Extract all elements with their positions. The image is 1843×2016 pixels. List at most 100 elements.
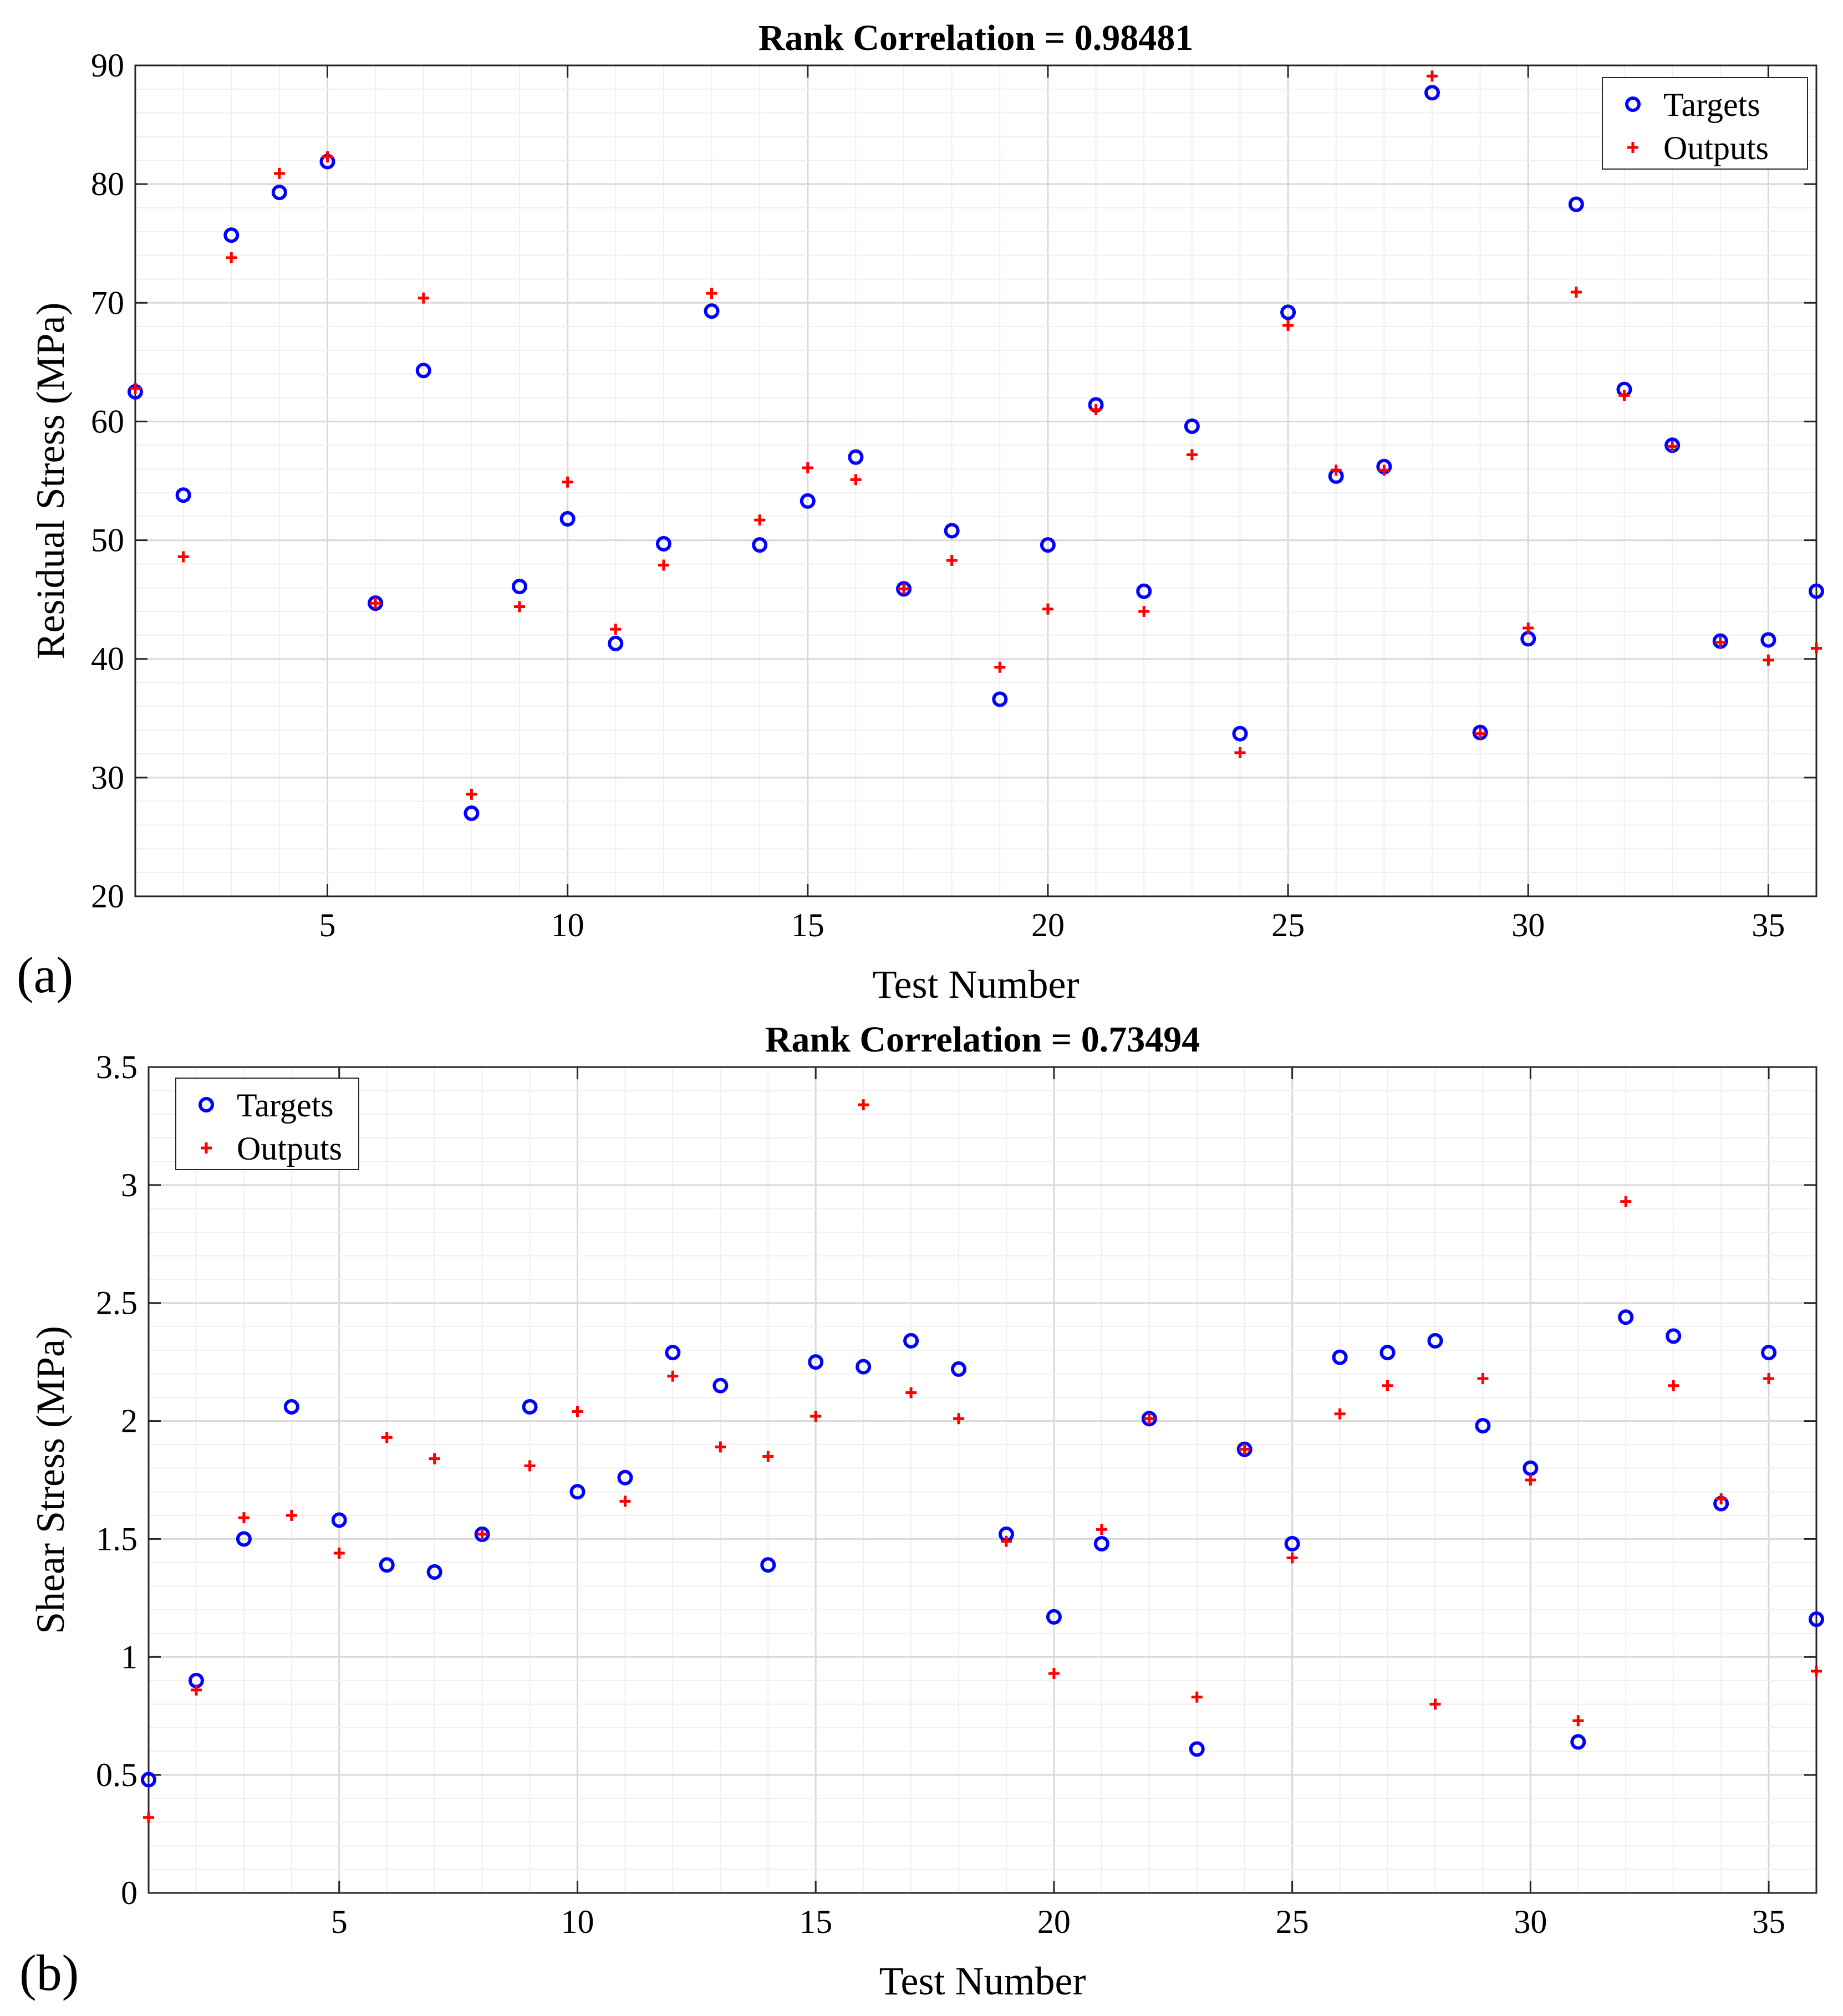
point-outputs-20 — [1048, 1668, 1060, 1680]
x-tick-label: 30 — [1514, 1903, 1547, 1940]
point-targets-9 — [512, 579, 528, 595]
point-outputs-30 — [1523, 622, 1534, 634]
x-tick-label: 35 — [1752, 907, 1785, 943]
plot-area — [135, 65, 1816, 896]
point-targets-9 — [522, 1399, 538, 1415]
point-outputs-25 — [1286, 1552, 1298, 1564]
point-targets-7 — [415, 363, 431, 379]
data-marks — [141, 1099, 1824, 1823]
point-targets-24 — [1236, 1441, 1253, 1457]
y-axis-label: Residual Stress (MPa) — [28, 303, 73, 660]
x-tick-label: 25 — [1271, 907, 1305, 943]
point-outputs-34 — [1714, 636, 1726, 648]
series-outputs — [143, 1099, 1822, 1823]
x-tick-label: 10 — [561, 1903, 594, 1940]
point-outputs-16 — [850, 474, 862, 486]
point-targets-28 — [1427, 1333, 1443, 1349]
point-outputs-33 — [1668, 1380, 1679, 1391]
legend: Targets Outputs — [175, 1078, 359, 1170]
point-targets-14 — [752, 537, 768, 553]
axis-ticks: 5 10 15 20 25 30 35 0 0.5 1 1.5 2 2.5 3 3.5 — [96, 1049, 1816, 1940]
y-tick-label: 0 — [121, 1875, 138, 1911]
x-tick-label: 20 — [1037, 1903, 1071, 1940]
point-outputs-16 — [858, 1099, 869, 1111]
point-outputs-17 — [905, 1387, 917, 1399]
legend-marker-outputs — [201, 1142, 212, 1154]
point-outputs-10 — [562, 476, 573, 488]
point-outputs-9 — [514, 601, 526, 613]
point-targets-16 — [848, 449, 864, 465]
y-axis-label: Shear Stress (MPa) — [28, 1326, 73, 1634]
y-tick-label: 3.5 — [96, 1049, 138, 1085]
legend-circle — [198, 1097, 214, 1112]
point-targets-13 — [712, 1377, 729, 1394]
chart-shear-stress: 5 10 15 20 25 30 35 0 0.5 1 1.5 2 2.5 3 3.5 Rank Corre… — [19, 1019, 1824, 2003]
y-tick-label: 1.5 — [96, 1520, 138, 1557]
point-outputs-3 — [226, 252, 237, 263]
point-outputs-17 — [898, 583, 910, 595]
x-tick-label: 5 — [331, 1903, 348, 1940]
data-marks — [128, 70, 1824, 821]
point-outputs-20 — [1042, 603, 1053, 615]
point-outputs-27 — [1378, 465, 1390, 476]
point-outputs-24 — [1239, 1443, 1250, 1455]
point-outputs-29 — [1477, 1372, 1489, 1384]
point-outputs-3 — [238, 1512, 250, 1524]
point-targets-22 — [1136, 583, 1152, 599]
y-tick-label: 50 — [91, 522, 124, 559]
point-outputs-13 — [715, 1441, 726, 1453]
point-outputs-35 — [1763, 1372, 1775, 1384]
point-targets-31 — [1568, 196, 1584, 212]
point-targets-8 — [474, 1526, 490, 1542]
point-targets-35 — [1760, 632, 1776, 648]
point-targets-11 — [608, 635, 624, 651]
legend-plus — [201, 1142, 212, 1154]
point-targets-22 — [1141, 1411, 1157, 1427]
plot-frame — [147, 1066, 1817, 1894]
point-outputs-35 — [1763, 654, 1774, 666]
point-targets-31 — [1570, 1734, 1586, 1750]
y-tick-label: 20 — [91, 878, 124, 915]
legend-circle — [1625, 96, 1641, 112]
point-outputs-7 — [418, 292, 429, 304]
series-outputs — [130, 70, 1822, 800]
point-targets-24 — [1232, 726, 1248, 742]
point-outputs-19 — [994, 661, 1006, 673]
x-axis-label: Test Number — [879, 1959, 1086, 2003]
point-outputs-31 — [1570, 287, 1582, 298]
point-targets-17 — [903, 1333, 919, 1349]
point-outputs-25 — [1282, 319, 1294, 331]
point-outputs-12 — [658, 559, 669, 571]
x-tick-label: 25 — [1276, 1903, 1309, 1940]
x-tick-label: 15 — [791, 907, 824, 943]
point-targets-28 — [1424, 85, 1440, 101]
point-targets-18 — [951, 1361, 967, 1377]
point-targets-33 — [1666, 1328, 1682, 1344]
point-outputs-24 — [1234, 747, 1246, 758]
point-outputs-36 — [1811, 1665, 1822, 1677]
point-outputs-21 — [1090, 404, 1102, 416]
point-outputs-23 — [1186, 449, 1198, 461]
point-outputs-28 — [1426, 70, 1438, 82]
point-outputs-4 — [286, 1509, 297, 1521]
point-targets-25 — [1280, 304, 1296, 320]
point-targets-2 — [175, 487, 191, 503]
legend-label-targets: Targets — [237, 1087, 334, 1124]
plot-area — [149, 1067, 1816, 1893]
legend-label-outputs: Outputs — [1663, 130, 1769, 166]
x-tick-label: 30 — [1511, 907, 1545, 943]
point-outputs-26 — [1330, 465, 1342, 476]
y-tick-label: 2 — [121, 1403, 138, 1440]
legend-box — [175, 1078, 359, 1170]
grid-lines — [135, 64, 1817, 897]
point-targets-16 — [856, 1359, 872, 1375]
series-targets — [128, 85, 1824, 821]
point-outputs-28 — [1429, 1698, 1441, 1710]
point-targets-36 — [1809, 1611, 1824, 1627]
point-outputs-6 — [381, 1432, 393, 1443]
point-targets-7 — [426, 1564, 442, 1580]
point-outputs-2 — [177, 551, 189, 563]
legend-marker-outputs — [1627, 142, 1638, 153]
point-targets-32 — [1618, 1309, 1634, 1325]
